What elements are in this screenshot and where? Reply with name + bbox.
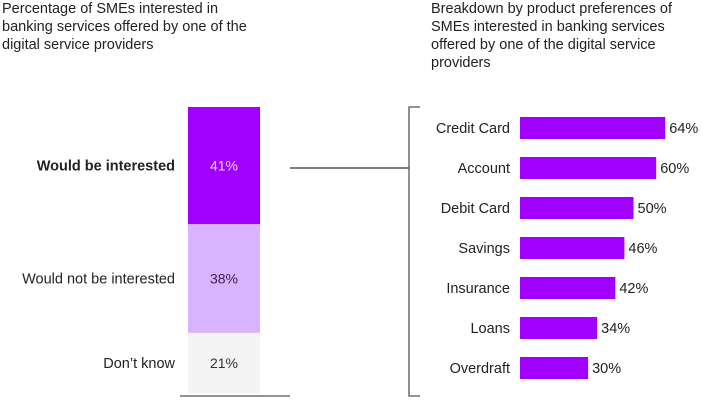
bar-value-label: 42% [619,281,648,297]
bar-value-label: 30% [592,361,621,377]
stacked-segment [188,332,260,393]
bar [520,237,625,259]
bar-category-label: Insurance [446,281,510,297]
right-chart-title: Breakdown by product preferences of SMEs… [431,1,672,71]
category-label: Would not be interested [22,272,175,288]
bracket [408,106,420,397]
segment-label: 21% [210,355,238,371]
bar-category-label: Credit Card [436,121,510,137]
bar [520,117,666,139]
left-chart-title: Percentage of SMEs interested in banking… [2,1,247,53]
bar [520,317,598,339]
bar-category-label: Loans [470,321,510,337]
bar-category-label: Debit Card [441,201,510,217]
bar [520,197,634,219]
segment-label: 38% [210,271,238,287]
bar [520,277,616,299]
bar [520,357,589,379]
segment-label: 41% [210,158,238,174]
bar-category-label: Account [458,161,510,177]
bar-value-label: 46% [628,241,657,257]
bar-category-label: Overdraft [450,361,510,377]
category-label: Don’t know [103,356,175,372]
bar-value-label: 34% [601,321,630,337]
stacked-segment [188,107,260,225]
bar [520,157,657,179]
bar-value-label: 64% [669,121,698,137]
bar-value-label: 60% [660,161,689,177]
category-label: Would be interested [37,159,175,175]
bar-value-label: 50% [638,201,667,217]
stacked-segment [188,224,260,333]
bar-category-label: Savings [458,241,510,257]
